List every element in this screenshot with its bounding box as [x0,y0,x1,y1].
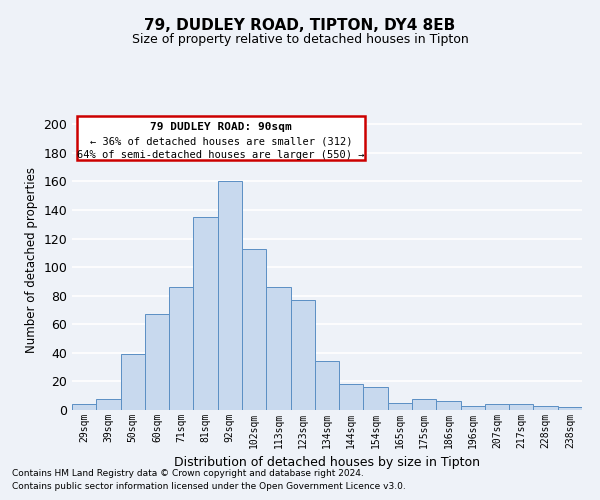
Text: 79 DUDLEY ROAD: 90sqm: 79 DUDLEY ROAD: 90sqm [150,122,292,132]
Text: 79, DUDLEY ROAD, TIPTON, DY4 8EB: 79, DUDLEY ROAD, TIPTON, DY4 8EB [145,18,455,32]
Bar [364,387,388,410]
Bar [72,404,96,410]
Y-axis label: Number of detached properties: Number of detached properties [25,167,38,353]
X-axis label: Distribution of detached houses by size in Tipton: Distribution of detached houses by size … [174,456,480,469]
Bar [242,248,266,410]
Text: 64% of semi-detached houses are larger (550) →: 64% of semi-detached houses are larger (… [77,150,365,160]
Bar [461,406,485,410]
FancyBboxPatch shape [77,116,365,160]
Text: Size of property relative to detached houses in Tipton: Size of property relative to detached ho… [131,32,469,46]
Bar [388,403,412,410]
Bar [145,314,169,410]
Text: Contains HM Land Registry data © Crown copyright and database right 2024.: Contains HM Land Registry data © Crown c… [12,468,364,477]
Bar [558,407,582,410]
Bar [121,354,145,410]
Bar [509,404,533,410]
Bar [533,406,558,410]
Bar [315,362,339,410]
Bar [290,300,315,410]
Bar [412,398,436,410]
Bar [169,287,193,410]
Text: Contains public sector information licensed under the Open Government Licence v3: Contains public sector information licen… [12,482,406,491]
Bar [218,182,242,410]
Bar [339,384,364,410]
Text: ← 36% of detached houses are smaller (312): ← 36% of detached houses are smaller (31… [90,136,352,146]
Bar [436,402,461,410]
Bar [96,398,121,410]
Bar [266,287,290,410]
Bar [485,404,509,410]
Bar [193,217,218,410]
